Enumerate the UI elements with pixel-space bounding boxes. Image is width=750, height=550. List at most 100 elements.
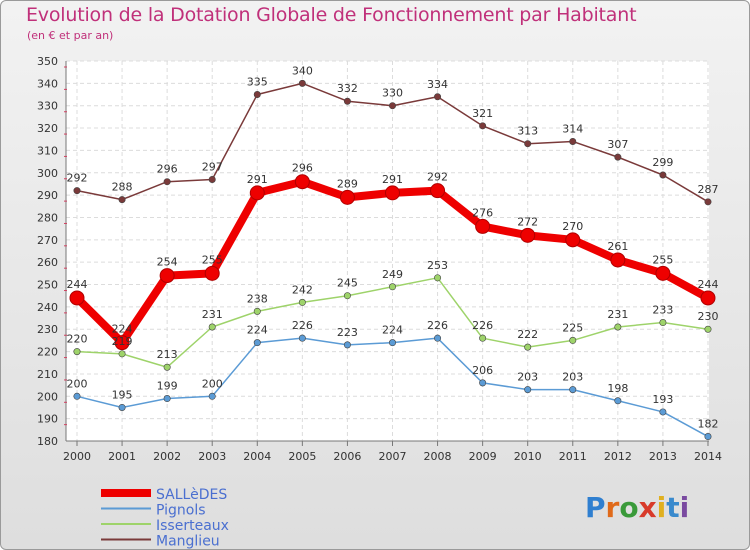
data-point xyxy=(430,183,446,199)
logo-letter: x xyxy=(638,491,657,524)
y-tick-label: 250 xyxy=(37,279,58,292)
data-point xyxy=(524,386,532,394)
data-label: 255 xyxy=(652,253,673,266)
proxiti-logo: Proxiti xyxy=(585,491,689,524)
data-label: 226 xyxy=(472,319,493,332)
data-label: 314 xyxy=(562,122,583,135)
logo-letter: i xyxy=(656,491,667,524)
data-label: 332 xyxy=(337,82,358,95)
data-label: 291 xyxy=(247,173,268,186)
data-point xyxy=(704,433,712,441)
data-point xyxy=(73,348,81,356)
data-point xyxy=(118,403,126,411)
data-point xyxy=(253,339,261,347)
data-point xyxy=(479,334,487,342)
legend-label: Isserteaux xyxy=(156,518,229,534)
legend-label: SALLèDES xyxy=(156,487,227,503)
data-point xyxy=(475,218,491,234)
data-point xyxy=(569,386,577,394)
logo-letter: i xyxy=(679,491,690,524)
logo-letter: o xyxy=(619,491,639,524)
data-label: 335 xyxy=(247,76,268,89)
data-point xyxy=(294,174,310,190)
data-point xyxy=(253,307,261,315)
data-point xyxy=(204,265,220,281)
data-point xyxy=(163,363,171,371)
data-label: 222 xyxy=(517,328,538,341)
data-point xyxy=(614,397,622,405)
data-label: 299 xyxy=(652,156,673,169)
data-label: 249 xyxy=(382,268,403,281)
data-label: 296 xyxy=(157,163,178,176)
y-tick-label: 270 xyxy=(37,234,58,247)
data-label: 220 xyxy=(67,333,88,346)
y-tick-label: 180 xyxy=(37,435,58,448)
logo-letter: P xyxy=(585,491,606,524)
data-point xyxy=(163,178,171,186)
logo-letter: t xyxy=(666,491,680,524)
data-point xyxy=(524,140,532,148)
data-point xyxy=(249,185,265,201)
data-label: 255 xyxy=(202,253,223,266)
data-label: 291 xyxy=(382,173,403,186)
data-label: 231 xyxy=(202,308,223,321)
x-tick-label: 2012 xyxy=(604,450,632,463)
chart-title: Evolution de la Dotation Globale de Fonc… xyxy=(26,4,637,26)
data-point xyxy=(118,196,126,204)
legend-label: Manglieu xyxy=(156,534,220,550)
data-point xyxy=(479,379,487,387)
x-tick-label: 2003 xyxy=(198,450,226,463)
data-point xyxy=(434,93,442,101)
data-point xyxy=(163,395,171,403)
data-point xyxy=(208,392,216,400)
data-point xyxy=(343,341,351,349)
data-point xyxy=(69,290,85,306)
x-tick-label: 2004 xyxy=(243,450,271,463)
y-tick-label: 230 xyxy=(37,323,58,336)
data-label: 244 xyxy=(67,278,88,291)
data-point xyxy=(298,79,306,87)
data-label: 223 xyxy=(337,326,358,339)
y-tick-label: 350 xyxy=(37,55,58,68)
data-point xyxy=(118,350,126,358)
data-label: 226 xyxy=(292,319,313,332)
data-label: 242 xyxy=(292,283,313,296)
logo-letter: r xyxy=(605,491,620,524)
data-label: 213 xyxy=(157,348,178,361)
x-tick-label: 2002 xyxy=(153,450,181,463)
data-label: 253 xyxy=(427,259,448,272)
data-label: 288 xyxy=(112,181,133,194)
data-label: 226 xyxy=(427,319,448,332)
data-label: 276 xyxy=(472,206,493,219)
y-tick-label: 290 xyxy=(37,189,58,202)
data-label: 206 xyxy=(472,364,493,377)
data-label: 289 xyxy=(337,177,358,190)
data-point xyxy=(614,323,622,331)
y-tick-label: 330 xyxy=(37,100,58,113)
y-tick-label: 220 xyxy=(37,346,58,359)
data-point xyxy=(434,334,442,342)
data-point xyxy=(114,335,130,351)
data-label: 340 xyxy=(292,64,313,77)
data-point xyxy=(569,137,577,145)
chart-subtitle: (en € et par an) xyxy=(27,29,114,42)
x-tick-label: 2011 xyxy=(559,450,587,463)
data-point xyxy=(565,232,581,248)
data-point xyxy=(659,319,667,327)
x-tick-label: 2001 xyxy=(108,450,136,463)
data-label: 200 xyxy=(202,377,223,390)
data-label: 199 xyxy=(157,380,178,393)
data-point xyxy=(298,334,306,342)
data-label: 272 xyxy=(517,215,538,228)
x-tick-label: 2000 xyxy=(63,450,91,463)
data-label: 287 xyxy=(697,183,718,196)
x-tick-label: 2006 xyxy=(333,450,361,463)
y-tick-label: 200 xyxy=(37,390,58,403)
data-point xyxy=(388,102,396,110)
data-point xyxy=(704,325,712,333)
data-point xyxy=(700,290,716,306)
data-label: 231 xyxy=(607,308,628,321)
data-point xyxy=(388,283,396,291)
data-label: 225 xyxy=(562,321,583,334)
data-label: 297 xyxy=(202,160,223,173)
